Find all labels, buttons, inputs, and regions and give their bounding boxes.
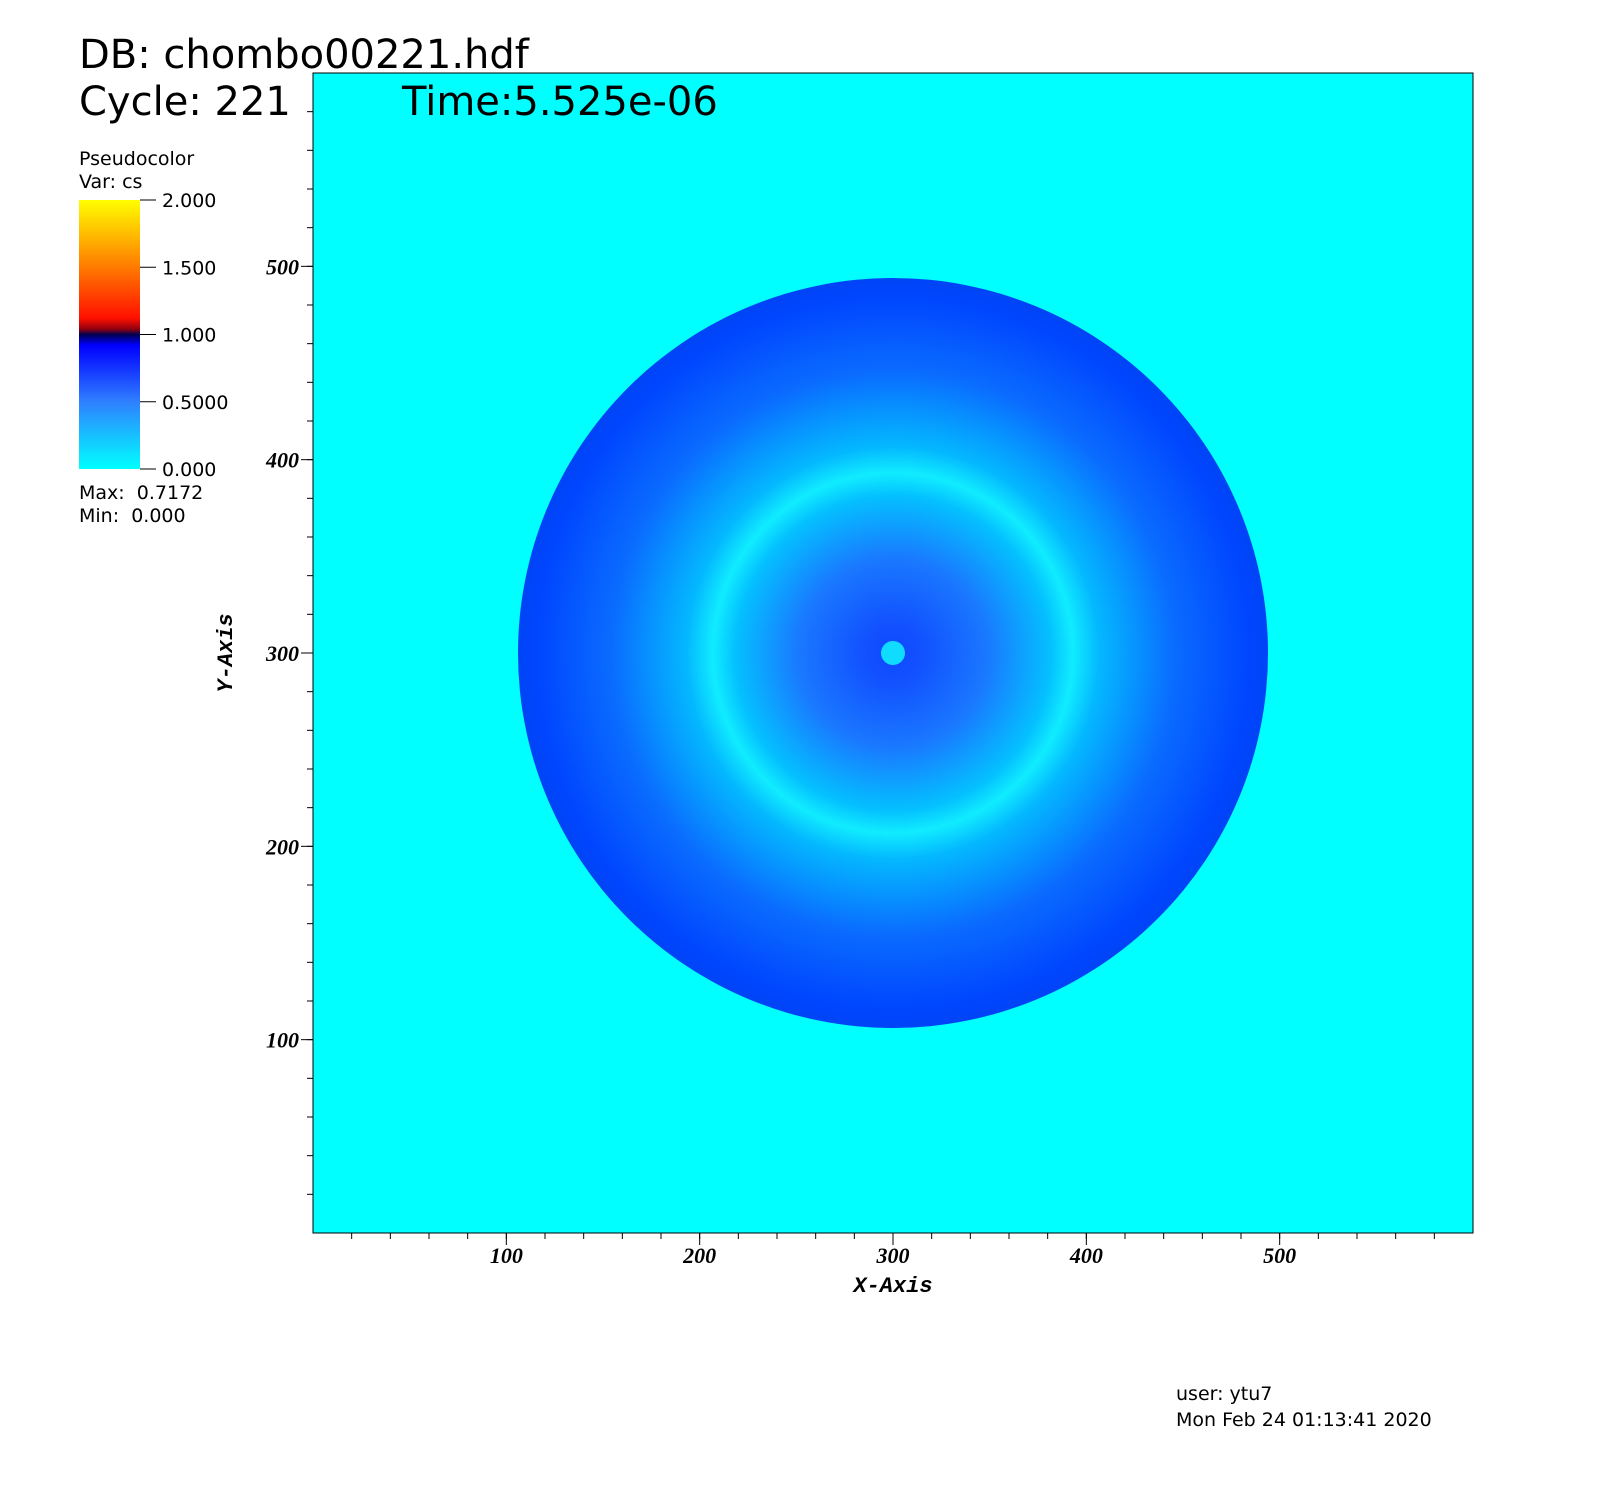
x-tick-label: 300 <box>876 1243 910 1268</box>
x-axis-label: X-Axis <box>851 1274 932 1299</box>
legend-max: Max: 0.7172 <box>79 482 203 504</box>
x-tick-label: 500 <box>1263 1243 1296 1268</box>
colorbar <box>79 200 140 469</box>
x-tick-label: 200 <box>682 1243 716 1268</box>
cycle-title: Cycle: 221 <box>79 79 291 125</box>
colorbar-tick-label: 1.000 <box>162 325 216 347</box>
colorbar-tick-label: 2.000 <box>162 190 216 212</box>
colorbar-tick-label: 0.000 <box>162 459 216 481</box>
y-tick-label: 500 <box>266 254 299 279</box>
y-tick-label: 300 <box>265 641 299 666</box>
legend-var: Var: cs <box>79 171 142 193</box>
y-axis-label: Y-Axis <box>214 613 239 692</box>
colorbar-tick-label: 1.500 <box>162 257 216 279</box>
user: user: ytu7 <box>1176 1383 1272 1405</box>
y-tick-label: 400 <box>265 448 299 473</box>
y-tick-label: 100 <box>266 1028 299 1053</box>
legend-min: Min: 0.000 <box>79 505 186 527</box>
colorbar-tick-label: 0.5000 <box>162 392 228 414</box>
time-title: Time:5.525e-06 <box>401 79 718 125</box>
date: Mon Feb 24 01:13:41 2020 <box>1176 1409 1432 1431</box>
y-tick-label: 200 <box>265 834 299 859</box>
db-title: DB: chombo00221.hdf <box>79 32 530 78</box>
x-tick-label: 400 <box>1069 1243 1103 1268</box>
x-tick-label: 100 <box>490 1243 523 1268</box>
legend-title: Pseudocolor <box>79 148 194 170</box>
field-core <box>881 641 905 665</box>
